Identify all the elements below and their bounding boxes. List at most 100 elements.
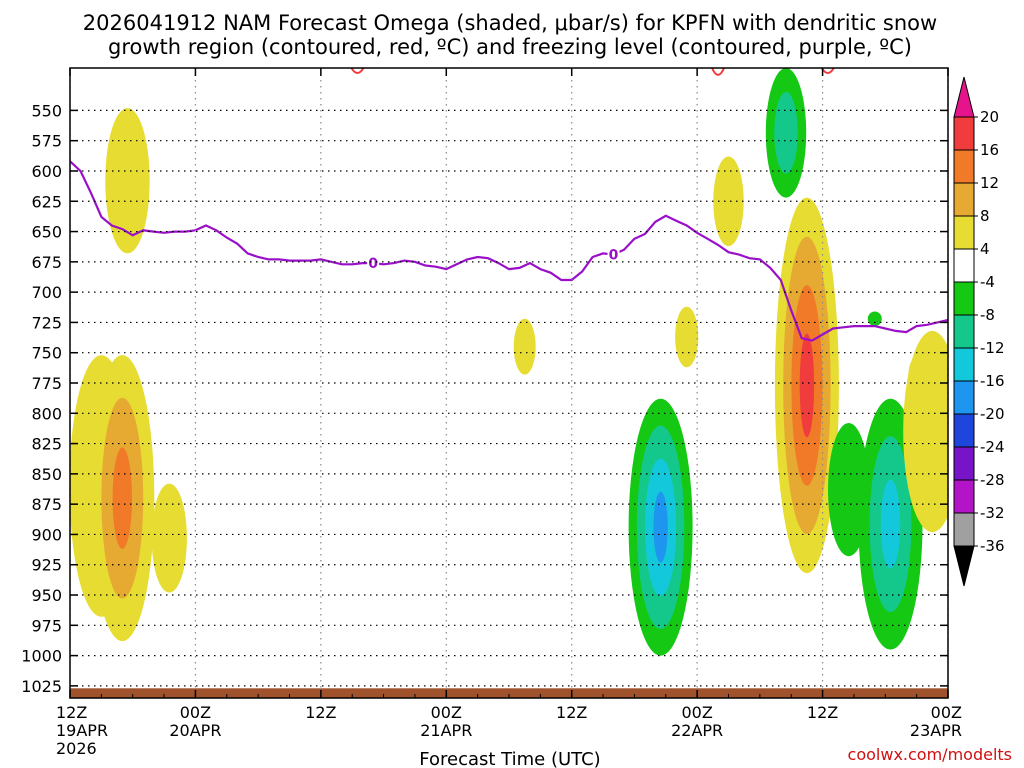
colorbar-label: 16 [980, 141, 999, 159]
y-tick-label: 950 [31, 586, 62, 605]
colorbar-label: 8 [980, 207, 990, 225]
colorbar-swatch [953, 149, 975, 184]
x-tick-label: 20APR [169, 721, 221, 740]
colorbar-label: -8 [980, 306, 995, 324]
x-tick-label: 23APR [910, 721, 962, 740]
colorbar-swatch [953, 479, 975, 514]
colorbar-top-arrow [953, 76, 975, 118]
y-tick-label: 900 [31, 525, 62, 544]
colorbar-swatch [953, 281, 975, 316]
colorbar-swatch [953, 182, 975, 217]
colorbar-label: 12 [980, 174, 999, 192]
omega-contour-fill [880, 479, 901, 569]
ground-terrain [70, 688, 948, 698]
colorbar-label: -32 [980, 504, 1005, 522]
omega-contour-fill [675, 306, 699, 368]
colorbar-swatch [953, 314, 975, 349]
colorbar-label: -4 [980, 273, 995, 291]
omega-feature [908, 357, 925, 392]
x-tick-label: 00Z [431, 703, 462, 722]
colorbar-swatch [953, 512, 975, 547]
x-axis-title: Forecast Time (UTC) [419, 749, 600, 768]
colorbar-label: -28 [980, 471, 1005, 489]
x-tick-label: 12Z [56, 703, 87, 722]
x-tick-label: 00Z [681, 703, 712, 722]
y-tick-label: 650 [31, 223, 62, 242]
x-tick-label: 21APR [420, 721, 472, 740]
y-tick-label: 550 [31, 101, 62, 120]
x-tick-label: 00Z [180, 703, 211, 722]
omega-contour-fill [713, 156, 744, 247]
freezing-level-label: 0 [609, 248, 619, 264]
omega-feature [90, 355, 155, 642]
y-tick-label: 925 [31, 556, 62, 575]
colorbar-swatch [953, 347, 975, 382]
y-tick-label: 600 [31, 162, 62, 181]
freezing-level-line [70, 160, 948, 342]
plot-area: 00 [69, 67, 949, 699]
x-tick-label: 00Z [931, 703, 962, 722]
x-tick-label: 22APR [671, 721, 723, 740]
x-tick-label: 12Z [556, 703, 587, 722]
omega-feature [675, 306, 699, 368]
freezing-level-label: 0 [368, 256, 378, 272]
freezing-level-label-bg [367, 255, 380, 272]
y-tick-label: 875 [31, 495, 62, 514]
omega-contour-fill [112, 447, 132, 549]
omega-contour-fill [513, 318, 536, 375]
colorbar-swatch [953, 116, 975, 151]
omega-contour-fill [105, 108, 150, 254]
colorbar-swatch [953, 446, 975, 481]
omega-feature [713, 156, 744, 247]
colorbar-swatch [953, 215, 975, 250]
x-tick-label: 12Z [807, 703, 838, 722]
colorbar-label: -16 [980, 372, 1005, 390]
colorbar-label: -24 [980, 438, 1005, 456]
colorbar-swatch [953, 248, 975, 283]
omega-feature [151, 483, 187, 593]
omega-contour-fill [908, 357, 925, 392]
dgz-contour [711, 68, 725, 76]
omega-field: 00 [70, 68, 948, 698]
y-tick-label: 850 [31, 465, 62, 484]
x-tick-label: 12Z [305, 703, 336, 722]
x-tick-label: 2026 [56, 739, 97, 758]
y-tick-label: 975 [31, 616, 62, 635]
freezing-level-label-bg [607, 246, 620, 263]
omega-feature [858, 398, 923, 650]
y-tick-label: 1025 [21, 677, 62, 696]
omega-feature [765, 68, 807, 198]
y-tick-label: 825 [31, 435, 62, 454]
colorbar: 20 16 12 8 4 -4 -8 -12 -16 -20 -24 -28 -32 -36 [953, 76, 1005, 587]
y-tick-label: 700 [31, 283, 62, 302]
dgz-contour [350, 68, 365, 75]
colorbar-label: 20 [980, 108, 999, 126]
colorbar-label: -20 [980, 405, 1005, 423]
colorbar-swatch [953, 413, 975, 448]
colorbar-label: -12 [980, 339, 1005, 357]
y-tick-label: 575 [31, 132, 62, 151]
omega-feature [774, 197, 839, 574]
y-tick-label: 775 [31, 374, 62, 393]
chart-title-line-2: growth region (contoured, red, ºC) and f… [108, 35, 912, 59]
dgz-contour [820, 68, 835, 75]
y-tick-label: 625 [31, 192, 62, 211]
y-axis: 550 575 600 625 650 675 700 725 750 775 800 825 850 8… [21, 101, 948, 696]
omega-contour-fill [867, 311, 882, 327]
grid-lines [69, 68, 949, 698]
chart-title-line-1: 2026041912 NAM Forecast Omega (shaded, μ… [83, 11, 937, 35]
omega-feature [513, 318, 536, 375]
y-tick-label: 675 [31, 253, 62, 272]
omega-feature [628, 398, 693, 656]
y-tick-label: 750 [31, 344, 62, 363]
omega-contour-fill [653, 491, 668, 563]
x-tick-label: 19APR [56, 721, 108, 740]
colorbar-label: -36 [980, 537, 1005, 555]
omega-contour-fill [774, 92, 798, 174]
colorbar-label: 4 [980, 240, 990, 258]
omega-feature [105, 108, 150, 254]
credit-text[interactable]: coolwx.com/modelts [848, 745, 1012, 764]
colorbar-swatch [953, 380, 975, 415]
